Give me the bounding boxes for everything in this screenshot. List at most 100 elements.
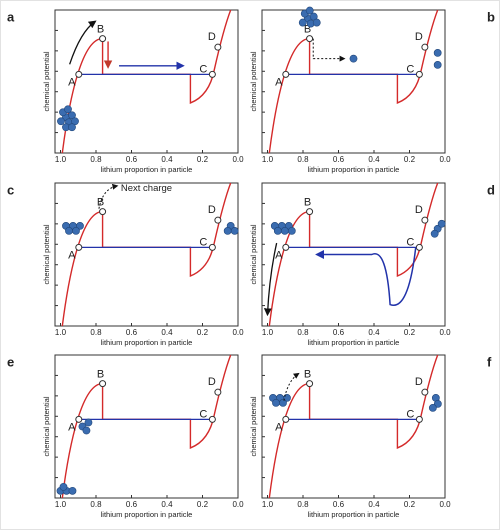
x-tick-label: 0.4 xyxy=(161,500,173,509)
state-point xyxy=(99,380,107,388)
point-label: C xyxy=(199,408,207,420)
x-axis-label: lithium proportion in particle xyxy=(308,510,400,519)
state-point xyxy=(208,70,216,78)
x-axis-label: lithium proportion in particle xyxy=(101,338,193,347)
x-tick-label: 0.2 xyxy=(404,328,416,337)
arrow xyxy=(98,183,119,209)
plot-box xyxy=(54,9,239,154)
point-label: C xyxy=(199,63,207,75)
point-label: A xyxy=(275,76,283,88)
particle xyxy=(68,123,76,132)
point-label: A xyxy=(68,249,76,261)
point-label: D xyxy=(415,376,423,388)
x-tick-label: 0.0 xyxy=(439,500,451,509)
state-point xyxy=(75,243,83,251)
state-point xyxy=(75,70,83,78)
particle xyxy=(223,226,232,235)
state-point xyxy=(99,208,107,216)
particle xyxy=(68,486,77,495)
y-axis-label: chemical potential xyxy=(249,224,258,284)
point-label: A xyxy=(275,249,283,261)
point-label: B xyxy=(304,24,311,36)
panel-label: f xyxy=(487,354,492,369)
point-label: C xyxy=(406,236,414,248)
arrow xyxy=(312,38,346,62)
particle xyxy=(280,226,289,235)
state-point xyxy=(75,415,83,423)
particle xyxy=(65,226,73,235)
point-label: A xyxy=(68,76,76,88)
x-tick-label: 0.2 xyxy=(404,500,416,509)
particle xyxy=(57,117,65,126)
panel-label: d xyxy=(487,182,495,197)
x-tick-label: 0.0 xyxy=(439,328,451,337)
x-tick-label: 0.4 xyxy=(161,155,173,164)
x-axis-label: lithium proportion in particle xyxy=(308,338,400,347)
point-label: A xyxy=(68,421,76,433)
x-tick-label: 0.8 xyxy=(90,500,102,509)
point-label: B xyxy=(304,369,311,381)
particle xyxy=(64,105,72,114)
x-axis-label: lithium proportion in particle xyxy=(308,165,400,174)
arrow xyxy=(69,20,97,65)
point-label: B xyxy=(97,197,104,209)
particle xyxy=(298,18,307,27)
point-label: D xyxy=(208,204,216,216)
state-point xyxy=(208,243,216,251)
particle xyxy=(279,398,287,407)
particle xyxy=(59,482,68,491)
x-tick-label: 1.0 xyxy=(55,155,67,164)
x-axis-label: lithium proportion in particle xyxy=(101,165,193,174)
plot-box xyxy=(261,9,446,154)
plot-box xyxy=(54,182,239,327)
x-tick-label: 0.8 xyxy=(297,155,309,164)
point-label: D xyxy=(415,31,423,43)
note: Next charge xyxy=(121,183,172,194)
plot-box xyxy=(261,354,446,499)
arrow xyxy=(283,372,300,401)
y-axis-label: chemical potential xyxy=(249,396,258,456)
x-tick-label: 0.0 xyxy=(232,500,244,509)
particle xyxy=(72,226,80,235)
particle xyxy=(349,54,358,63)
x-tick-label: 0.6 xyxy=(126,500,138,509)
x-tick-label: 0.2 xyxy=(197,155,209,164)
point-label: D xyxy=(415,204,423,216)
x-tick-label: 0.8 xyxy=(90,328,102,337)
panel-label: c xyxy=(7,182,14,197)
particle xyxy=(428,403,437,412)
x-tick-label: 0.6 xyxy=(126,328,138,337)
x-tick-label: 0.2 xyxy=(197,500,209,509)
y-axis-label: chemical potential xyxy=(42,396,51,456)
arrow xyxy=(315,247,417,306)
particle xyxy=(84,418,93,427)
x-tick-label: 0.8 xyxy=(297,328,309,337)
particle xyxy=(305,6,314,15)
x-tick-label: 0.6 xyxy=(333,328,345,337)
x-tick-label: 0.6 xyxy=(333,500,345,509)
panel-label: e xyxy=(7,354,14,369)
point-label: C xyxy=(406,408,414,420)
panel-label: a xyxy=(7,9,15,24)
particle xyxy=(430,229,439,238)
particle xyxy=(437,219,446,228)
point-label: C xyxy=(406,63,414,75)
state-point xyxy=(415,415,423,423)
x-tick-label: 1.0 xyxy=(55,328,67,337)
point-label: B xyxy=(304,197,311,209)
particle xyxy=(312,18,321,27)
state-point xyxy=(214,216,222,224)
state-point xyxy=(306,208,314,216)
plot-box xyxy=(54,354,239,499)
point-label: D xyxy=(208,376,216,388)
x-tick-label: 0.6 xyxy=(126,155,138,164)
x-tick-label: 0.0 xyxy=(232,328,244,337)
state-point xyxy=(214,43,222,51)
particle xyxy=(273,226,282,235)
x-tick-label: 1.0 xyxy=(55,500,67,509)
particle xyxy=(433,61,442,69)
x-tick-label: 1.0 xyxy=(262,500,274,509)
point-label: A xyxy=(275,421,283,433)
